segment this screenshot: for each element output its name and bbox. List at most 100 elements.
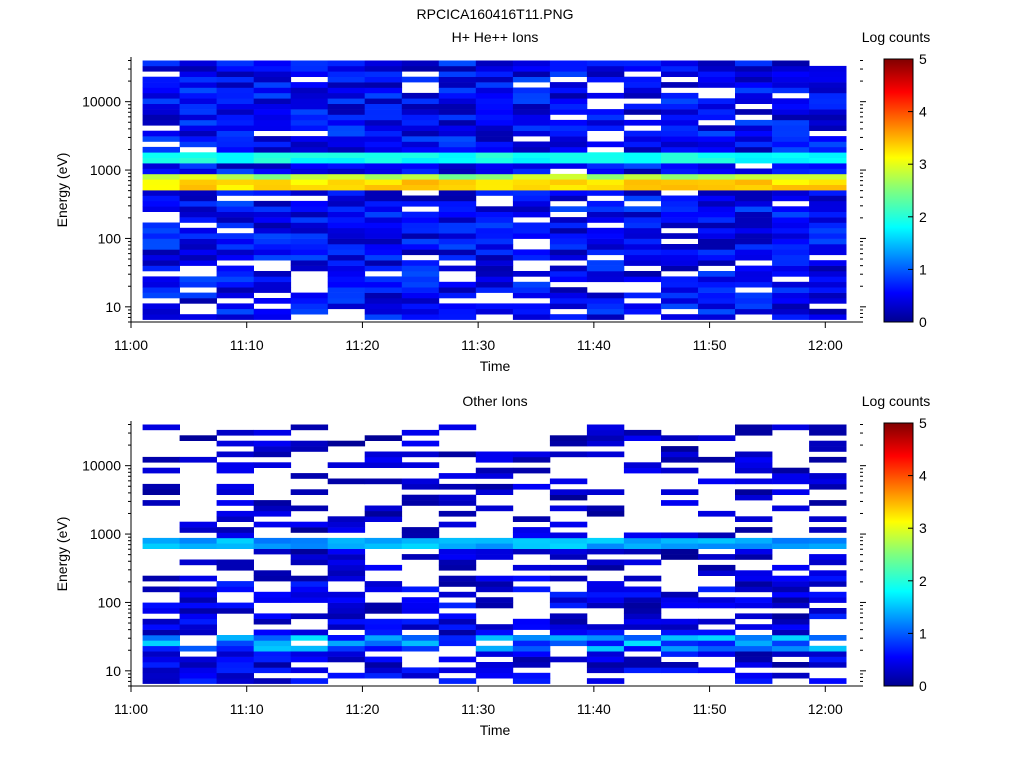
spectrogram-cell xyxy=(401,136,440,142)
spectrogram-cell xyxy=(772,543,810,549)
spectrogram-cell xyxy=(698,510,736,517)
spectrogram-cell xyxy=(772,114,810,121)
spectrogram-cell xyxy=(623,618,662,625)
spectrogram-cell xyxy=(512,527,551,533)
spectrogram-cell xyxy=(438,217,477,223)
spectrogram-cell xyxy=(661,71,699,77)
spectrogram-cell xyxy=(735,624,773,630)
spectrogram-cell xyxy=(661,451,699,458)
spectrogram-cell xyxy=(549,265,588,272)
spectrogram-cell xyxy=(216,168,254,175)
spectrogram-cell xyxy=(364,645,403,652)
spectrogram-cell xyxy=(475,467,514,474)
spectrogram-cell xyxy=(623,179,662,185)
spectrogram-cell xyxy=(327,206,366,212)
spectrogram-cell xyxy=(253,271,292,277)
spectrogram-cell xyxy=(809,537,847,544)
spectrogram-cell xyxy=(401,65,440,72)
spectrogram-cell xyxy=(142,60,180,67)
spectrogram-cell xyxy=(549,635,588,641)
spectrogram-cell xyxy=(586,667,625,674)
spectrogram-cell xyxy=(401,537,440,544)
spectrogram-cell xyxy=(661,254,699,261)
spectrogram-cell xyxy=(772,303,810,310)
spectrogram-cell xyxy=(512,532,551,539)
spectrogram-cell xyxy=(735,303,773,310)
spectrogram-cell xyxy=(253,640,292,647)
spectrogram-cell xyxy=(809,98,847,104)
spectrogram-cell xyxy=(438,537,477,544)
spectrogram-cell xyxy=(586,71,625,77)
spectrogram-cell xyxy=(253,667,292,674)
y-tick-label: 100 xyxy=(98,594,122,610)
spectrogram-cell xyxy=(216,527,254,533)
spectrogram-cell xyxy=(179,456,217,463)
spectrogram-cell xyxy=(216,211,254,218)
spectrogram-cell xyxy=(772,591,810,598)
spectrogram-cell xyxy=(142,157,180,164)
spectrogram-cell xyxy=(512,254,551,261)
spectrogram-cell xyxy=(364,60,403,67)
spectrogram-cell xyxy=(809,281,847,288)
spectrogram-cell xyxy=(253,71,292,77)
spectrogram-cell xyxy=(438,451,477,458)
spectrogram-cell xyxy=(623,211,662,218)
spectrogram-cell xyxy=(661,222,699,229)
spectrogram-cell xyxy=(661,602,699,609)
spectrogram-cell xyxy=(401,168,440,175)
spectrogram-cell xyxy=(772,271,810,277)
spectrogram-cell xyxy=(364,505,403,512)
spectrogram-cell xyxy=(809,195,847,202)
spectrogram-cell xyxy=(364,222,403,229)
spectrogram-cell xyxy=(253,114,292,121)
spectrogram-cell xyxy=(475,114,514,121)
spectrogram-cell xyxy=(475,184,514,191)
spectrogram-cell xyxy=(253,656,292,663)
spectrogram-cell xyxy=(327,537,366,544)
spectrogram-cell xyxy=(179,60,217,67)
spectrogram-cell xyxy=(772,98,810,104)
spectrogram-cell xyxy=(586,303,625,310)
spectrogram-cell xyxy=(586,662,625,668)
spectrogram-cell xyxy=(253,618,292,625)
spectrogram-cell xyxy=(809,211,847,218)
spectrogram-cell xyxy=(327,146,366,153)
spectrogram-cell xyxy=(698,478,736,485)
spectrogram-cell xyxy=(735,575,773,582)
spectrogram-cell xyxy=(327,527,366,533)
spectrogram-cell xyxy=(253,217,292,223)
spectrogram-cell xyxy=(772,662,810,668)
spectrogram-cell xyxy=(586,109,625,115)
spectrogram-cell xyxy=(661,98,699,104)
spectrogram-cell xyxy=(772,645,810,652)
spectrogram-cell xyxy=(512,103,551,110)
spectrogram-cell xyxy=(327,87,366,94)
spectrogram-cell xyxy=(809,527,847,533)
spectrogram-cell xyxy=(623,537,662,544)
spectrogram-cell xyxy=(623,136,662,142)
spectrogram-cell xyxy=(512,281,551,288)
spectrogram-cell xyxy=(735,87,773,94)
spectrogram-cell xyxy=(401,451,440,458)
spectrogram-cell xyxy=(586,292,625,299)
spectrogram-cell xyxy=(549,314,588,320)
spectrogram-cell xyxy=(142,483,180,490)
spectrogram-cell xyxy=(364,516,403,522)
spectrogram-cell xyxy=(475,71,514,77)
spectrogram-cell xyxy=(216,190,254,196)
spectrogram-cell xyxy=(735,249,773,256)
x-tick-label: 11:40 xyxy=(577,337,611,353)
spectrogram-cell xyxy=(809,233,847,239)
spectrogram-cell xyxy=(475,624,514,630)
spectrogram-cell xyxy=(772,217,810,223)
spectrogram-cell xyxy=(772,130,810,137)
spectrogram-cell xyxy=(549,548,588,555)
spectrogram-cell xyxy=(401,281,440,288)
spectrogram-cell xyxy=(364,608,403,614)
spectrogram-cell xyxy=(698,532,736,539)
spectrogram-cell xyxy=(698,60,736,67)
spectrogram-cell xyxy=(698,76,736,83)
spectrogram-cell xyxy=(698,635,736,641)
spectrogram-cell xyxy=(438,222,477,229)
spectrogram-cell xyxy=(401,602,440,609)
